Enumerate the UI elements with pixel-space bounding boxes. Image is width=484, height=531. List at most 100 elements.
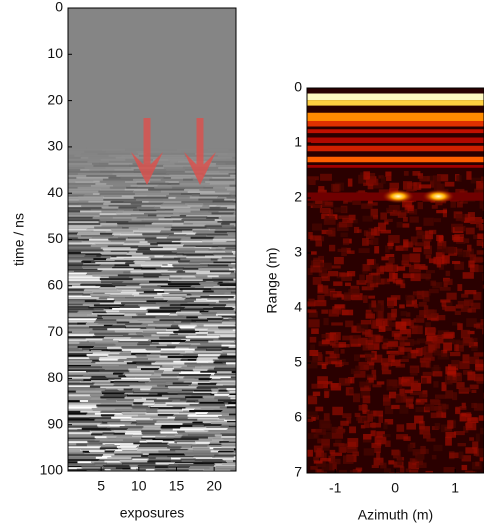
texture [353, 371, 366, 378]
texture [328, 455, 336, 463]
texture [227, 152, 236, 155]
texture [150, 258, 182, 261]
texture [369, 178, 379, 186]
texture [418, 420, 425, 430]
texture [177, 430, 186, 433]
texture [68, 260, 83, 263]
texture [165, 402, 200, 405]
texture [217, 356, 236, 359]
texture [79, 342, 96, 345]
texture [341, 273, 353, 281]
texture [138, 152, 148, 155]
texture [183, 221, 219, 224]
texture [363, 420, 370, 429]
texture [188, 347, 199, 350]
texture [446, 301, 453, 306]
texture [412, 340, 421, 345]
texture [224, 198, 236, 201]
texture [426, 270, 435, 274]
texture [109, 295, 135, 298]
texture [442, 404, 449, 410]
texture [181, 297, 191, 300]
texture [129, 385, 158, 388]
texture [68, 210, 82, 213]
texture [117, 208, 135, 211]
texture [153, 206, 162, 209]
texture [138, 245, 159, 248]
texture [476, 250, 484, 255]
texture [426, 438, 436, 442]
texture [122, 335, 144, 338]
texture [135, 332, 157, 335]
texture [419, 394, 427, 398]
texture [110, 257, 118, 260]
texture [222, 439, 236, 442]
texture [381, 362, 389, 371]
texture [155, 322, 192, 325]
texture [402, 200, 413, 208]
texture [202, 461, 227, 464]
texture [321, 463, 333, 471]
texture [68, 375, 84, 378]
texture [115, 212, 145, 215]
texture [317, 285, 329, 294]
texture [212, 242, 236, 245]
texture [384, 220, 389, 225]
texture [94, 332, 130, 335]
texture [80, 210, 103, 213]
texture [383, 468, 392, 473]
texture [91, 236, 120, 239]
texture [134, 192, 171, 195]
texture [99, 213, 117, 216]
texture [461, 402, 466, 409]
texture [460, 329, 471, 339]
texture [366, 239, 374, 245]
texture [220, 425, 230, 428]
texture [155, 327, 181, 330]
texture [86, 175, 118, 178]
texture [149, 248, 178, 251]
texture [187, 359, 198, 362]
texture [163, 164, 198, 167]
texture [470, 177, 482, 184]
texture [103, 394, 128, 397]
texture [376, 381, 385, 385]
texture [399, 358, 409, 363]
texture [232, 200, 236, 203]
texture [99, 218, 133, 221]
texture [128, 221, 143, 224]
texture [307, 121, 484, 127]
texture [229, 192, 236, 195]
texture [346, 219, 353, 228]
texture [156, 210, 192, 213]
texture [114, 379, 151, 382]
texture [327, 358, 340, 362]
texture [190, 210, 210, 213]
texture [421, 290, 429, 298]
texture [94, 462, 108, 465]
texture [475, 363, 484, 371]
texture [68, 275, 94, 278]
texture [139, 306, 161, 309]
texture [105, 166, 133, 169]
texture [187, 414, 222, 417]
texture [313, 456, 319, 462]
texture [388, 235, 400, 244]
texture [139, 209, 166, 212]
texture [90, 461, 106, 464]
texture [168, 443, 193, 446]
texture [189, 261, 203, 264]
texture [160, 204, 189, 207]
texture [411, 349, 416, 359]
texture [121, 348, 147, 351]
texture [68, 422, 101, 425]
texture [399, 347, 412, 352]
texture [141, 220, 174, 223]
texture [228, 171, 236, 174]
texture [392, 273, 398, 280]
texture [333, 458, 341, 465]
texture [68, 288, 85, 291]
texture [403, 239, 409, 248]
texture [359, 381, 372, 388]
texture [138, 445, 170, 448]
